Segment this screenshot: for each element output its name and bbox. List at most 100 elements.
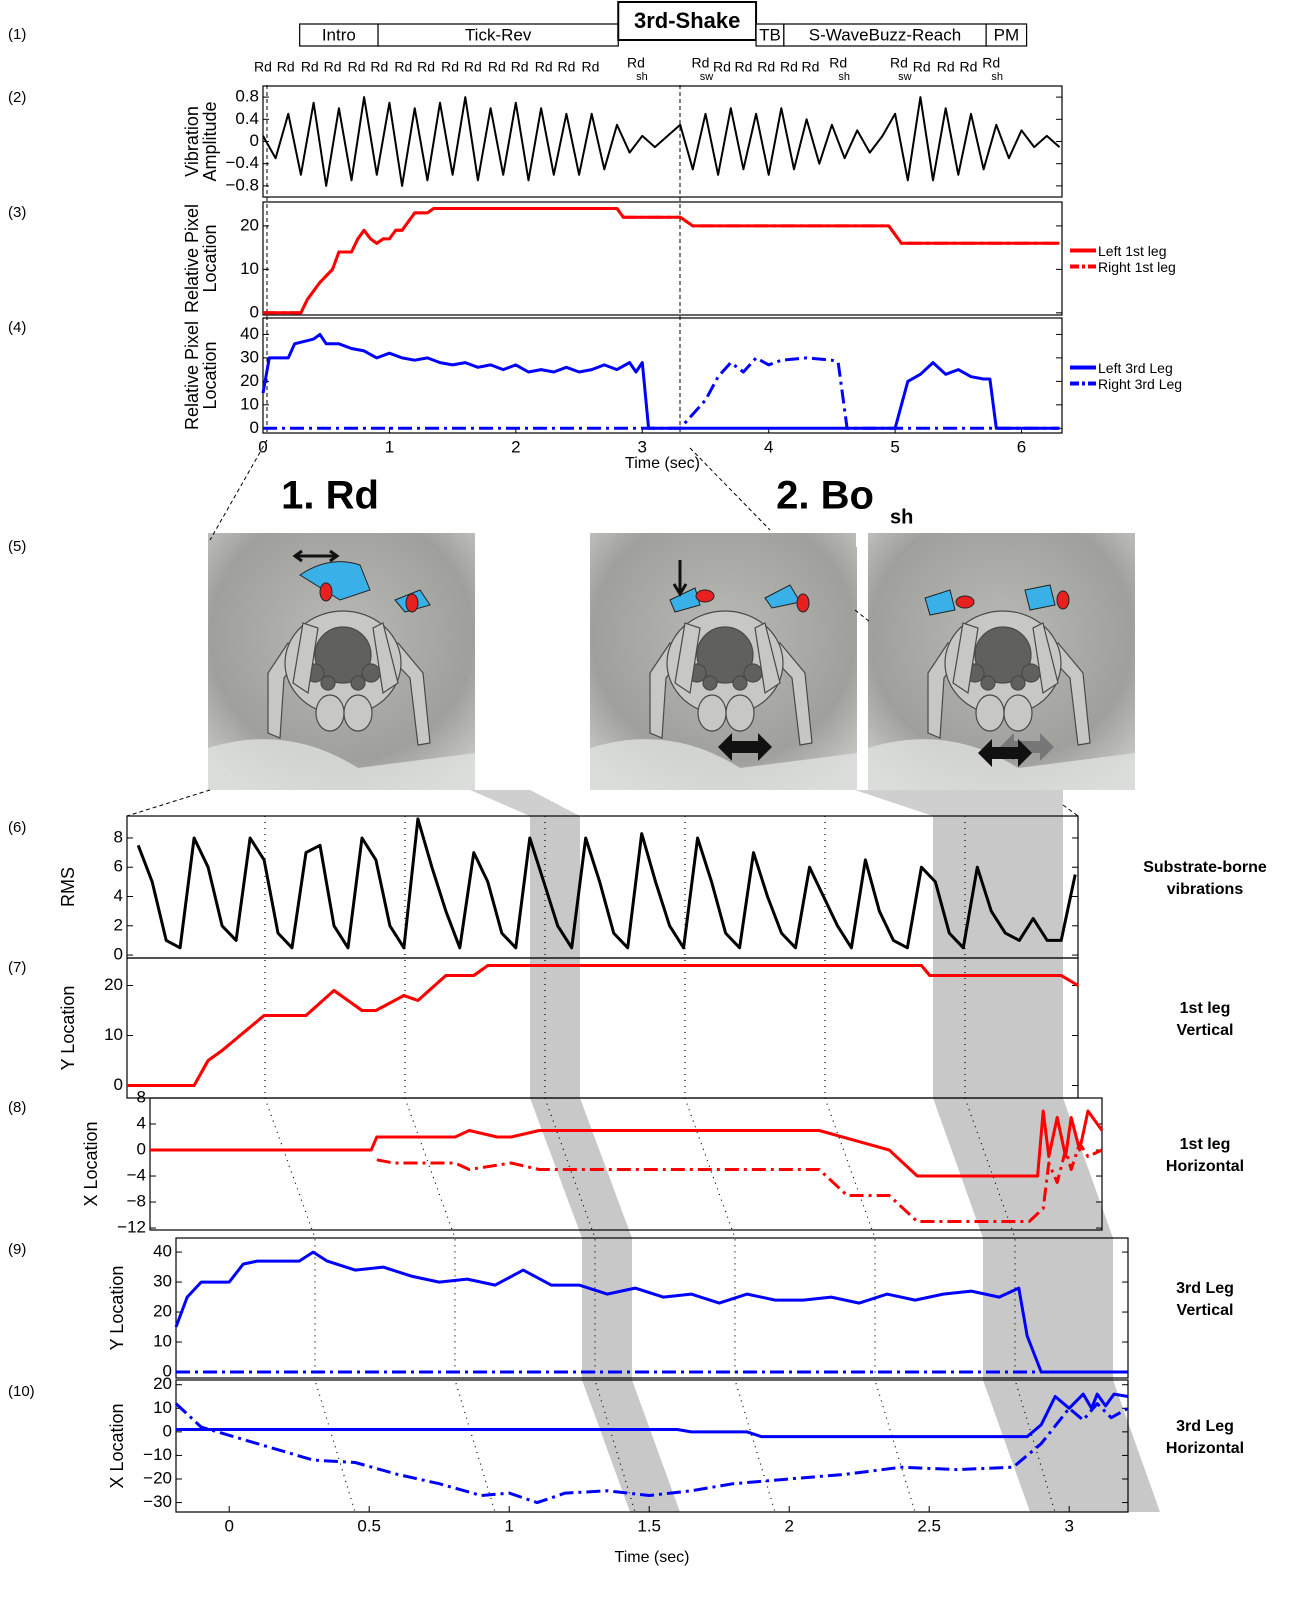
legend-label: Right 3rd Leg: [1098, 376, 1182, 392]
legend-label: Left 3rd Leg: [1098, 360, 1173, 376]
y-tick-label: 4: [137, 1113, 146, 1132]
leg-highlight: [405, 593, 419, 613]
x-tick-label: 4: [764, 437, 773, 456]
side-title: 3rd Leg: [1176, 1418, 1234, 1435]
event-label: Rd: [713, 59, 731, 75]
side-title: Vertical: [1177, 1022, 1234, 1039]
phase-label: PM: [994, 25, 1020, 44]
y-axis-label: X Location: [81, 1121, 101, 1206]
event-label: Rd: [324, 59, 342, 75]
data-line: [136, 817, 1077, 950]
event-label: Rd: [535, 59, 553, 75]
x-tick-label: 5: [890, 437, 899, 456]
y-tick-label: 4: [114, 886, 123, 905]
side-title: Horizontal: [1166, 1158, 1244, 1175]
y-axis-label: Relative Pixel: [182, 321, 202, 430]
panel: 0 10 20 30 40 Y Location 3rd Leg Vertical: [107, 1237, 1234, 1380]
phase-label: Intro: [322, 25, 356, 44]
data-line: [263, 207, 1060, 315]
y-tick-label: 2: [114, 915, 123, 934]
x-tick-label: 1: [385, 437, 394, 456]
y-tick-label: −0.8: [225, 175, 259, 194]
y-tick-label: 10: [104, 1025, 123, 1044]
photo-title-subscript: sh: [890, 506, 913, 528]
data-line: [262, 96, 1061, 187]
data-line: [376, 1142, 1103, 1223]
data-line: [176, 1392, 1129, 1439]
y-tick-label: −20: [143, 1468, 172, 1487]
x-axis-label: Time (sec): [615, 1549, 690, 1566]
event-label: Rd: [801, 59, 819, 75]
event-label: Rd: [913, 59, 931, 75]
leg-highlight: [299, 561, 371, 601]
y-axis-label: X Location: [107, 1403, 127, 1488]
panel-label: (5): [8, 538, 26, 555]
panel: −30 −20 −10 0 10 20 0 0.5 1 1.5 2 2.5 3 Time (sec) X L…: [107, 1374, 1244, 1566]
y-tick-label: 0: [250, 418, 259, 437]
x-tick-label: 1.5: [637, 1516, 661, 1535]
burst-marker: [824, 816, 916, 1513]
zoom-line: [209, 439, 268, 541]
event-label: Rd: [757, 59, 775, 75]
plot-frame: [149, 1097, 1103, 1231]
side-title: vibrations: [1167, 881, 1244, 898]
panel-label: (10): [8, 1383, 35, 1400]
panel-label: (6): [8, 819, 26, 836]
y-tick-label: 10: [240, 394, 259, 413]
event-label: Rd: [441, 59, 459, 75]
photo-gap: [856, 533, 868, 547]
leg-highlight: [1056, 590, 1070, 610]
panel-label: (8): [8, 1099, 26, 1116]
zoom-line: [854, 609, 871, 623]
event-label: Rd: [348, 59, 366, 75]
phase-label: 3rd-Shake: [634, 8, 740, 33]
zoom-line: [1062, 804, 1079, 817]
side-title: 1st leg: [1180, 1136, 1231, 1153]
x-tick-label: 2: [511, 437, 520, 456]
y-axis-label: Amplitude: [200, 101, 220, 181]
y-tick-label: 0: [250, 302, 259, 321]
data-line: [174, 1250, 1128, 1374]
motion-arrow: [292, 549, 340, 563]
side-title: Horizontal: [1166, 1440, 1244, 1457]
leg-highlight: [319, 582, 333, 602]
y-axis-label: Vibration: [182, 106, 202, 177]
event-label: Rd: [937, 59, 955, 75]
legend-label: Left 1st leg: [1098, 243, 1167, 259]
phase-box: [617, 1, 758, 41]
burst-marker: [264, 816, 356, 1513]
phase-box: [985, 23, 1028, 47]
panel-label: (9): [8, 1241, 26, 1258]
y-tick-label: −8: [127, 1192, 146, 1211]
y-tick-label: 0: [250, 131, 259, 150]
burst-marker: [684, 816, 776, 1513]
guide-lines: [126, 85, 1079, 1513]
event-label: Rd: [464, 59, 482, 75]
y-tick-label: 0: [114, 1075, 123, 1094]
x-tick-label: 6: [1017, 437, 1026, 456]
event-label: Rd: [254, 59, 272, 75]
leg-highlight: [796, 593, 810, 613]
photo-row: [207, 532, 1136, 791]
side-title: Substrate-borne: [1143, 859, 1267, 876]
photo-title: 1. Rd: [281, 474, 379, 518]
panel: −12 −8 −4 0 4 8 X Location 1st leg Horizontal: [81, 1087, 1244, 1236]
x-tick-label: 0: [258, 437, 267, 456]
motion-arrow: [718, 733, 772, 761]
data-line: [263, 207, 1060, 315]
event-label: Rd: [627, 55, 645, 71]
data-line: [174, 1402, 1129, 1505]
x-tick-label: 2: [784, 1516, 793, 1535]
y-tick-label: 10: [240, 259, 259, 278]
y-tick-label: 30: [240, 347, 259, 366]
event-label: Rd: [734, 59, 752, 75]
x-tick-label: 3: [638, 437, 647, 456]
plot-frame: [175, 1379, 1129, 1513]
y-tick-label: 6: [114, 857, 123, 876]
x-tick-label: 3: [1064, 1516, 1073, 1535]
gray-bands: [470, 790, 1160, 1512]
event-label: Rd: [890, 55, 908, 71]
event-label: Rd: [370, 59, 388, 75]
